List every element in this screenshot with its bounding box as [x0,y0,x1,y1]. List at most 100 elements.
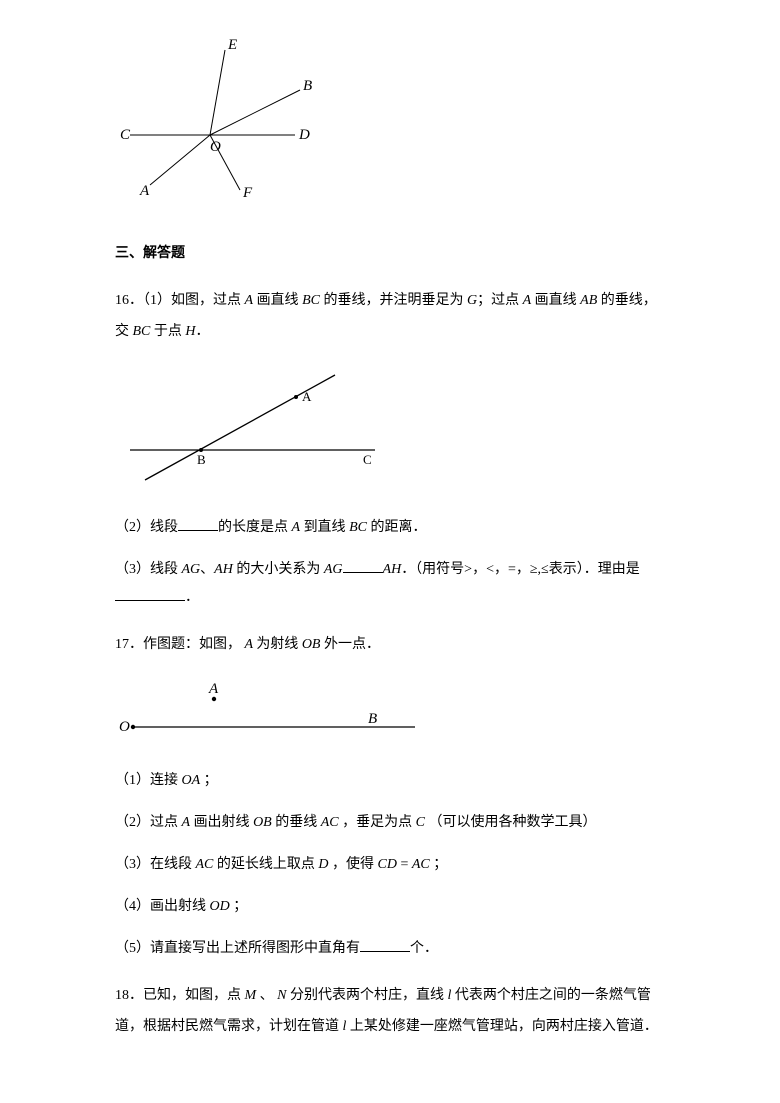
q17-p1-OA: OA [182,773,201,788]
q18-b: 分别代表两个村庄，直线 [287,988,448,1003]
q16-p3-sep: 、 [200,562,214,577]
q16-text-3: 的垂线，并注明垂足为 [320,293,467,308]
q17-p3-a: （3）在线段 [115,857,196,872]
q17-part4: （4）画出射线 OD ； [115,893,660,921]
ray-OE [210,50,225,135]
q17-p4-a: （4）画出射线 [115,899,210,914]
q16-part2: （2）线段 的长度是点 A 到直线 BC 的距离． [115,514,660,542]
point-A [294,395,298,399]
question-16: 16．（1）如图，过点 A 画直线 BC 的垂线，并注明垂足为 G；过点 A 画… [115,286,660,348]
q18-N: N [277,988,286,1003]
q17-point-A [212,696,216,700]
q17-p2-d: ，垂足为点 [339,815,416,830]
q17-p2-AC: AC [321,815,339,830]
q16-svg: A B C [115,365,385,485]
q16-A2: A [523,293,532,308]
q16-period: ． [196,324,210,339]
q16-p3-AH: AH [214,562,233,577]
q17-p2-c: 的垂线 [272,815,321,830]
q17-part3: （3）在线段 AC 的延长线上取点 D ，使得 CD = AC ； [115,851,660,879]
q16-p3-c: ．（用符号>，<，=，≥,≤表示）．理由是 [401,562,640,577]
diagram-q17: A O B [115,679,660,747]
label-B: B [303,78,312,94]
q17-p2-A: A [182,815,191,830]
q16-H: H [185,324,195,339]
q16-BC2: BC [133,324,151,339]
q17-p4-b: ； [230,899,248,914]
q16-BC: BC [302,293,320,308]
q16-AB: AB [580,293,597,308]
q17-p3-b: 的延长线上取点 [213,857,318,872]
q17-part1: （1）连接 OA ； [115,767,660,795]
q17-p3-eq: = [397,857,412,872]
diagram-q16: A B C [115,365,660,493]
q18-a: 18．已知，如图，点 [115,988,245,1003]
q16-p2-BC: BC [349,520,367,535]
rays-svg: E B C D O A F [115,35,315,205]
label-D: D [298,127,310,143]
ray-OB [210,90,300,135]
q16-p2-a: （2）线段 [115,520,178,535]
q17-part2: （2）过点 A 画出射线 OB 的垂线 AC ，垂足为点 C （可以使用各种数学… [115,809,660,837]
q18-d: 上某处修建一座燃气管理站，向两村庄接入管道． [346,1019,658,1034]
q16-p3-AG2: AG [324,562,343,577]
q17-p3-CD: CD [378,857,397,872]
label-A: A [139,183,150,199]
q16-p2-b: 的长度是点 [218,520,292,535]
blank-3 [115,587,185,601]
q17-p4-OD: OD [210,899,230,914]
q17-label-A: A [208,681,219,697]
q17-p2-e: （可以使用各种数学工具） [425,815,597,830]
q16-text-7: 于点 [150,324,185,339]
q17-p3-d: ； [430,857,448,872]
q16-text-1: 16．（1）如图，过点 [115,293,245,308]
q16-p3-a: （3）线段 [115,562,182,577]
q17-p2-OB: OB [253,815,272,830]
q16-p2-c: 到直线 [300,520,349,535]
q16-p2-d: 的距离． [367,520,427,535]
q16-G: G [467,293,477,308]
q17-svg: A O B [115,679,415,739]
label-O: O [210,139,221,155]
q16-p3-b: 的大小关系为 [233,562,324,577]
q17-p3-D: D [318,857,328,872]
q17-p5-b: 个． [410,941,438,956]
question-18: 18．已知，如图，点 M 、 N 分别代表两个村庄，直线 l 代表两个村庄之间的… [115,981,660,1043]
q17-label-O: O [119,719,130,735]
label-F: F [242,185,253,201]
q16-p3-AH2: AH [383,562,402,577]
q17-p2-C: C [416,815,425,830]
q16-diagram-C: C [363,452,372,467]
section-header: 三、解答题 [115,243,660,265]
q16-text-5: 画直线 [531,293,580,308]
q17-p1-a: （1）连接 [115,773,182,788]
q17-p3-c: ，使得 [329,857,378,872]
ray-OA [150,135,210,185]
blank-4 [360,938,410,952]
q17-intro-c: 外一点． [324,637,380,652]
q16-text-2: 画直线 [253,293,302,308]
q16-p2-A: A [292,520,301,535]
q16-text-4: ；过点 [477,293,523,308]
q17-A: A [241,637,256,652]
q17-part5: （5）请直接写出上述所得图形中直角有 个． [115,935,660,963]
blank-1 [178,517,218,531]
q17-p3-AC2: AC [412,857,430,872]
diagram-rays-star: E B C D O A F [115,35,660,213]
q16-diagram-A: A [302,389,312,404]
q17-p5-a: （5）请直接写出上述所得图形中直角有 [115,941,360,956]
q16-part3: （3）线段 AG、AH 的大小关系为 AGAH．（用符号>，<，=，≥,≤表示）… [115,556,660,612]
q17-p2-a: （2）过点 [115,815,182,830]
q17-p1-b: ； [200,773,218,788]
q18-M: M [245,988,257,1003]
q17-p3-AC: AC [196,857,214,872]
blank-2 [343,559,383,573]
label-E: E [227,37,237,53]
q16-diagram-B: B [197,452,206,467]
q16-A: A [245,293,254,308]
q17-p2-b: 画出射线 [190,815,253,830]
q17-intro-b: 为射线 [256,637,302,652]
q17-intro-a: 17．作图题：如图， [115,637,241,652]
q17-label-B: B [368,711,377,727]
q16-p3-AG: AG [182,562,201,577]
